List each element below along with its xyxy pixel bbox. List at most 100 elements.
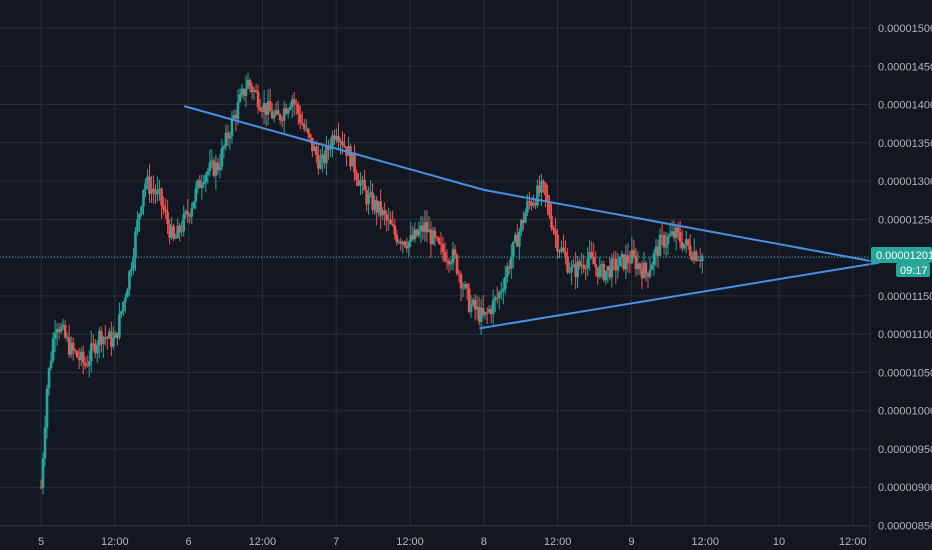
candle-body [112,337,115,347]
candle-body [451,249,455,264]
candle-body [91,343,95,345]
candle-body [134,231,137,259]
candle-body [471,299,475,305]
candle-body [95,345,99,354]
candle-body [47,368,51,389]
candle-body [397,241,401,243]
candle-body [69,342,73,355]
candle-body [81,351,85,363]
candle-body [463,284,467,288]
candle-body [405,245,409,249]
countdown-label: 09:17 [900,265,928,277]
candle-body [510,256,513,269]
candle-body [75,351,79,358]
candle-body [335,135,338,140]
candle-body [437,237,441,244]
candle-body [266,100,270,115]
candle-body [634,255,638,270]
candle-body [696,259,700,261]
candle-body [407,241,411,249]
candle-body [602,263,606,281]
triangle-trendlines[interactable] [183,105,880,330]
candle-body [337,135,340,142]
candle-body [264,103,268,115]
time-axis[interactable]: 5 12:00 6 12:00 7 12:00 8 12:00 9 12:00 10 12:00 [38,536,867,548]
candle-body [294,103,298,105]
candle-body [453,249,457,255]
candle-body [505,266,509,277]
candle-body [359,181,362,186]
candle-body [154,191,157,195]
candle-body [83,362,87,366]
candle-body [319,159,322,169]
candle-body [200,184,204,189]
current-price-tag: 0.00001201 09:17 [871,247,932,277]
candle-body [236,101,240,119]
candle-body [140,206,143,214]
candle-body [395,234,399,243]
candle-body [562,247,565,252]
y-tick-label: 0.00001250 [878,214,932,226]
candle-body [674,227,678,238]
candle-body [162,205,165,210]
candle-body [594,264,598,268]
candle-body [302,124,306,130]
candle-body [224,132,228,147]
candle-body [61,324,65,327]
candle-body [550,215,553,228]
candle-body [242,88,246,96]
x-tick-label: 8 [481,536,487,548]
candle-body [315,146,318,156]
trendline[interactable] [183,105,880,264]
candle-body [353,152,356,173]
candle-body [228,136,232,139]
candle-body [530,201,533,206]
candle-body [381,210,384,216]
candle-body [441,244,445,253]
candle-body [292,99,296,104]
trendline[interactable] [479,261,880,330]
candle-body [298,114,302,124]
current-price-label: 0.00001201 [876,250,932,262]
candle-body [214,162,218,176]
candle-body [158,188,161,190]
candle-body [429,229,433,245]
candle-body [347,145,350,156]
candle-body [126,289,129,298]
candle-body [652,253,656,265]
candle-body [528,201,531,203]
candle-body [540,180,543,193]
candle-body [640,269,644,278]
candle-body [447,260,451,265]
candle-body [204,175,208,183]
candle-body [268,100,272,112]
candle-body [108,331,111,339]
candle-body [584,268,587,270]
candle-body [363,179,366,191]
candle-body [284,108,288,114]
candle-body [274,110,278,115]
candle-body [254,90,258,92]
candle-body [508,266,511,269]
candle-body [604,270,608,281]
price-axis[interactable]: 0.00001500 0.00001450 0.00001400 0.00001350… [878,23,932,533]
candle-body [389,219,393,225]
countdown-tag-box [896,263,930,277]
candle-body [280,120,284,122]
candle-body [77,357,81,361]
candle-body [166,211,169,225]
candle-body [323,154,326,164]
candle-body [680,241,684,249]
candle-body [501,288,505,292]
candle-body [118,314,121,338]
candle-body [333,135,336,140]
candle-body [53,332,57,339]
candle-body [690,255,694,261]
candle-body [644,262,648,274]
candle-body [258,107,262,111]
candle-body [658,234,662,256]
x-tick-label: 10 [773,536,785,548]
candle-body [439,243,443,245]
candle-body [538,185,541,193]
